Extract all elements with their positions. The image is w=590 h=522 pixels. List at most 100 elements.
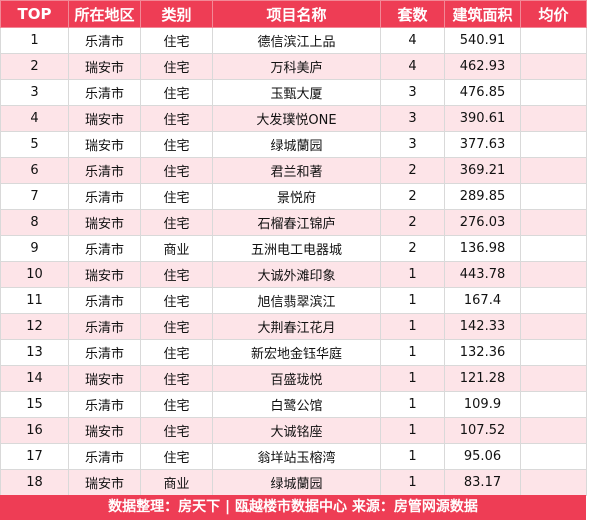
sales-ranking-table: TOP 所在地区 类别 项目名称 套数 建筑面积 均价 1 乐清市 住宅 德信滨江上品… (0, 0, 587, 496)
units-cell: 1 (380, 365, 445, 392)
floor-area-cell: 476.85 (444, 79, 521, 106)
project-name-cell: 万科美庐 (212, 53, 381, 80)
table-row: 1 乐清市 住宅 德信滨江上品 4 540.91 (0, 27, 587, 54)
category-cell: 住宅 (140, 391, 213, 418)
units-cell: 1 (380, 339, 445, 366)
units-cell: 2 (380, 183, 445, 210)
district-cell: 瑞安市 (68, 131, 141, 158)
district-cell: 乐清市 (68, 79, 141, 106)
project-name-cell: 百盛珑悦 (212, 365, 381, 392)
floor-area-cell: 443.78 (444, 261, 521, 288)
floor-area-cell: 142.33 (444, 313, 521, 340)
district-cell: 乐清市 (68, 183, 141, 210)
category-cell: 住宅 (140, 261, 213, 288)
rank-cell: 17 (0, 443, 69, 470)
table-row: 3 乐清市 住宅 玉甄大厦 3 476.85 (0, 79, 587, 106)
avg-price-cell (520, 365, 587, 392)
floor-area-cell: 462.93 (444, 53, 521, 80)
rank-cell: 12 (0, 313, 69, 340)
table-row: 15 乐清市 住宅 白鹭公馆 1 109.9 (0, 391, 587, 418)
table-row: 12 乐清市 住宅 大荆春江花月 1 142.33 (0, 313, 587, 340)
avg-price-cell (520, 27, 587, 54)
category-cell: 住宅 (140, 53, 213, 80)
floor-area-cell: 390.61 (444, 105, 521, 132)
units-cell: 1 (380, 313, 445, 340)
avg-price-cell (520, 157, 587, 184)
table-row: 13 乐清市 住宅 新宏地金钰华庭 1 132.36 (0, 339, 587, 366)
project-name-cell: 大诚外滩印象 (212, 261, 381, 288)
rank-cell: 2 (0, 53, 69, 80)
project-name-cell: 石榴春江锦庐 (212, 209, 381, 236)
units-cell: 1 (380, 417, 445, 444)
table-row: 17 乐清市 住宅 翁垟站玉榕湾 1 95.06 (0, 443, 587, 470)
category-cell: 商业 (140, 469, 213, 496)
category-cell: 住宅 (140, 209, 213, 236)
project-name-cell: 绿城蘭园 (212, 131, 381, 158)
floor-area-cell: 276.03 (444, 209, 521, 236)
rank-cell: 16 (0, 417, 69, 444)
floor-area-cell: 377.63 (444, 131, 521, 158)
table-row: 16 瑞安市 住宅 大诚铭座 1 107.52 (0, 417, 587, 444)
avg-price-cell (520, 79, 587, 106)
district-cell: 瑞安市 (68, 469, 141, 496)
rank-cell: 11 (0, 287, 69, 314)
category-cell: 住宅 (140, 105, 213, 132)
category-cell: 住宅 (140, 287, 213, 314)
table-header-row: TOP 所在地区 类别 项目名称 套数 建筑面积 均价 (0, 0, 587, 28)
project-name-cell: 翁垟站玉榕湾 (212, 443, 381, 470)
units-cell: 4 (380, 27, 445, 54)
units-cell: 1 (380, 391, 445, 418)
district-cell: 乐清市 (68, 235, 141, 262)
avg-price-cell (520, 313, 587, 340)
category-cell: 住宅 (140, 339, 213, 366)
avg-price-cell (520, 339, 587, 366)
project-name-cell: 景悦府 (212, 183, 381, 210)
category-cell: 住宅 (140, 131, 213, 158)
table-row: 8 瑞安市 住宅 石榴春江锦庐 2 276.03 (0, 209, 587, 236)
project-name-cell: 新宏地金钰华庭 (212, 339, 381, 366)
category-cell: 住宅 (140, 365, 213, 392)
units-cell: 1 (380, 287, 445, 314)
rank-cell: 3 (0, 79, 69, 106)
avg-price-cell (520, 443, 587, 470)
table-row: 2 瑞安市 住宅 万科美庐 4 462.93 (0, 53, 587, 80)
units-cell: 1 (380, 261, 445, 288)
table-row: 6 乐清市 住宅 君兰和著 2 369.21 (0, 157, 587, 184)
district-cell: 乐清市 (68, 391, 141, 418)
units-cell: 1 (380, 469, 445, 496)
district-cell: 乐清市 (68, 443, 141, 470)
project-name-cell: 白鹭公馆 (212, 391, 381, 418)
table-row: 9 乐清市 商业 五洲电工电器城 2 136.98 (0, 235, 587, 262)
avg-price-cell (520, 261, 587, 288)
header-category: 类别 (140, 0, 213, 28)
floor-area-cell: 289.85 (444, 183, 521, 210)
rank-cell: 7 (0, 183, 69, 210)
rank-cell: 18 (0, 469, 69, 496)
table-row: 10 瑞安市 住宅 大诚外滩印象 1 443.78 (0, 261, 587, 288)
district-cell: 瑞安市 (68, 53, 141, 80)
floor-area-cell: 369.21 (444, 157, 521, 184)
project-name-cell: 大荆春江花月 (212, 313, 381, 340)
district-cell: 乐清市 (68, 339, 141, 366)
rank-cell: 4 (0, 105, 69, 132)
project-name-cell: 玉甄大厦 (212, 79, 381, 106)
project-name-cell: 绿城蘭园 (212, 469, 381, 496)
project-name-cell: 德信滨江上品 (212, 27, 381, 54)
avg-price-cell (520, 417, 587, 444)
district-cell: 瑞安市 (68, 209, 141, 236)
district-cell: 乐清市 (68, 27, 141, 54)
rank-cell: 14 (0, 365, 69, 392)
rank-cell: 13 (0, 339, 69, 366)
units-cell: 3 (380, 131, 445, 158)
category-cell: 住宅 (140, 27, 213, 54)
floor-area-cell: 132.36 (444, 339, 521, 366)
table-row: 18 瑞安市 商业 绿城蘭园 1 83.17 (0, 469, 587, 496)
avg-price-cell (520, 183, 587, 210)
category-cell: 住宅 (140, 443, 213, 470)
header-top: TOP (0, 0, 69, 28)
header-avg-price: 均价 (520, 0, 587, 28)
district-cell: 乐清市 (68, 313, 141, 340)
rank-cell: 5 (0, 131, 69, 158)
units-cell: 2 (380, 157, 445, 184)
units-cell: 2 (380, 209, 445, 236)
